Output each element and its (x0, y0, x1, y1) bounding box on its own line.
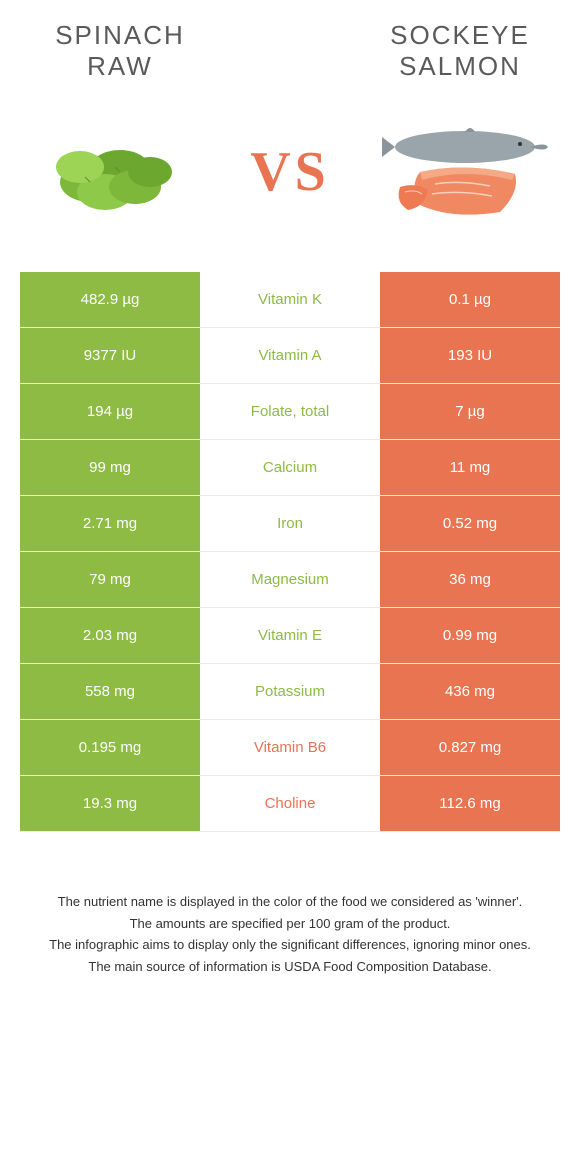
cell-left-value: 19.3 mg (20, 776, 200, 831)
footer-text: The nutrient name is displayed in the co… (20, 892, 560, 976)
table-row: 19.3 mgCholine112.6 mg (20, 776, 560, 832)
cell-nutrient-name: Magnesium (200, 552, 380, 607)
cell-left-value: 79 mg (20, 552, 200, 607)
cell-right-value: 112.6 mg (380, 776, 560, 831)
table-row: 2.03 mgVitamin E0.99 mg (20, 608, 560, 664)
header-row: Spinach Raw Sockeye Salmon (20, 20, 560, 82)
table-row: 558 mgPotassium436 mg (20, 664, 560, 720)
images-row: VS (20, 112, 560, 232)
cell-left-value: 2.71 mg (20, 496, 200, 551)
cell-left-value: 194 µg (20, 384, 200, 439)
cell-nutrient-name: Vitamin K (200, 272, 380, 327)
table-row: 9377 IUVitamin A193 IU (20, 328, 560, 384)
vs-label: VS (250, 140, 330, 204)
food-left-title: Spinach Raw (20, 20, 220, 82)
cell-nutrient-name: Vitamin E (200, 608, 380, 663)
salmon-image (380, 112, 550, 232)
footer-line: The nutrient name is displayed in the co… (30, 892, 550, 912)
cell-right-value: 11 mg (380, 440, 560, 495)
spinach-image (30, 112, 200, 232)
table-row: 2.71 mgIron0.52 mg (20, 496, 560, 552)
comparison-table: 482.9 µgVitamin K0.1 µg9377 IUVitamin A1… (20, 272, 560, 832)
footer-line: The infographic aims to display only the… (30, 935, 550, 955)
cell-right-value: 7 µg (380, 384, 560, 439)
cell-right-value: 0.1 µg (380, 272, 560, 327)
cell-nutrient-name: Calcium (200, 440, 380, 495)
cell-left-value: 2.03 mg (20, 608, 200, 663)
cell-right-value: 436 mg (380, 664, 560, 719)
table-row: 99 mgCalcium11 mg (20, 440, 560, 496)
cell-right-value: 36 mg (380, 552, 560, 607)
cell-left-value: 99 mg (20, 440, 200, 495)
cell-right-value: 0.52 mg (380, 496, 560, 551)
footer-line: The main source of information is USDA F… (30, 957, 550, 977)
cell-left-value: 9377 IU (20, 328, 200, 383)
cell-right-value: 0.99 mg (380, 608, 560, 663)
table-row: 0.195 mgVitamin B60.827 mg (20, 720, 560, 776)
spinach-icon (35, 117, 195, 227)
table-row: 482.9 µgVitamin K0.1 µg (20, 272, 560, 328)
salmon-icon (380, 112, 550, 232)
table-row: 194 µgFolate, total7 µg (20, 384, 560, 440)
cell-nutrient-name: Folate, total (200, 384, 380, 439)
cell-right-value: 193 IU (380, 328, 560, 383)
footer-line: The amounts are specified per 100 gram o… (30, 914, 550, 934)
cell-nutrient-name: Choline (200, 776, 380, 831)
food-right-title: Sockeye Salmon (360, 20, 560, 82)
cell-right-value: 0.827 mg (380, 720, 560, 775)
table-row: 79 mgMagnesium36 mg (20, 552, 560, 608)
cell-nutrient-name: Vitamin A (200, 328, 380, 383)
cell-nutrient-name: Vitamin B6 (200, 720, 380, 775)
cell-left-value: 0.195 mg (20, 720, 200, 775)
cell-left-value: 482.9 µg (20, 272, 200, 327)
cell-left-value: 558 mg (20, 664, 200, 719)
cell-nutrient-name: Potassium (200, 664, 380, 719)
cell-nutrient-name: Iron (200, 496, 380, 551)
